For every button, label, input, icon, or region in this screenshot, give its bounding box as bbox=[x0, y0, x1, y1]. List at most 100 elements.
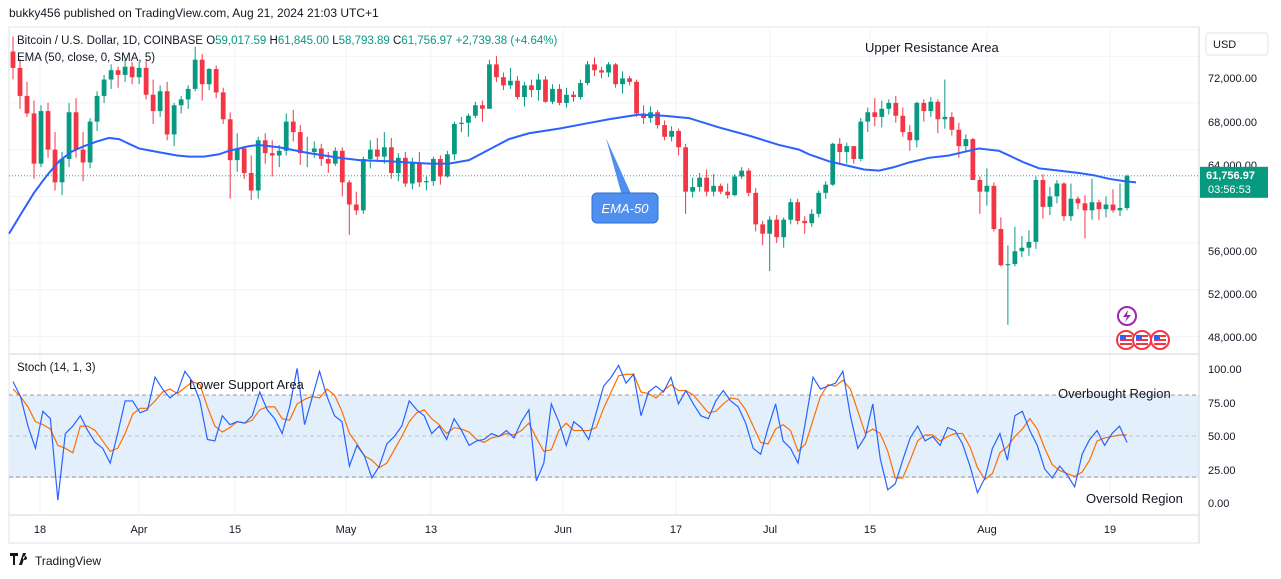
time-axis[interactable]: 18 Apr 15 May 13 Jun 17 Jul 15 Aug 19 bbox=[34, 524, 1116, 536]
candle-body bbox=[108, 70, 114, 80]
candle-body bbox=[101, 79, 107, 96]
candle-body bbox=[543, 79, 548, 102]
symbol-legend[interactable]: Bitcoin / U.S. Dollar, 1D, COINBASE O59,… bbox=[17, 35, 557, 47]
change-value: +2,739.38 (+4.64%) bbox=[455, 35, 558, 47]
candle-body bbox=[1068, 198, 1074, 217]
candle-body bbox=[276, 150, 282, 156]
candle-body bbox=[557, 88, 562, 103]
stoch-d-line bbox=[12, 373, 1127, 481]
candle-body bbox=[45, 111, 51, 150]
candle-body bbox=[459, 122, 464, 124]
ema50-line bbox=[8, 113, 1137, 235]
ema-callout-box bbox=[591, 192, 659, 224]
overbought-label: Overbought Region bbox=[1058, 386, 1171, 401]
candle-body bbox=[753, 192, 759, 225]
oversold-label: Oversold Region bbox=[1086, 491, 1183, 506]
price-axis[interactable]: USD 72,000.00 68,000.00 64,000.00 56,000… bbox=[1200, 32, 1269, 510]
candle-body bbox=[438, 158, 443, 177]
publisher-line: bukky456 published on TradingView.com, A… bbox=[9, 6, 379, 20]
candle-body bbox=[423, 181, 429, 183]
candle-body bbox=[963, 139, 969, 147]
price-tick: 72,000.00 bbox=[1208, 73, 1257, 85]
candle-body bbox=[150, 94, 156, 112]
stoch-tick: 50.00 bbox=[1208, 431, 1236, 443]
candle-body bbox=[697, 177, 702, 187]
stoch-tick: 75.00 bbox=[1208, 398, 1236, 410]
candle-body bbox=[1026, 241, 1032, 248]
candle-body bbox=[774, 219, 780, 238]
currency-box[interactable] bbox=[1205, 32, 1269, 56]
candle-body bbox=[66, 112, 72, 159]
time-tick: 18 bbox=[34, 524, 46, 536]
candle-body bbox=[732, 176, 738, 196]
candle-body bbox=[388, 147, 394, 173]
candle-body bbox=[1033, 179, 1039, 242]
candle-body bbox=[80, 149, 86, 163]
candle-body bbox=[10, 51, 16, 68]
price-tick: 52,000.00 bbox=[1208, 289, 1257, 301]
events[interactable] bbox=[1116, 306, 1170, 350]
candle-body bbox=[746, 170, 752, 193]
candle-body bbox=[73, 112, 79, 150]
candle-body bbox=[788, 202, 794, 220]
tradingview-brand: TradingView bbox=[35, 553, 102, 568]
candle-body bbox=[402, 157, 408, 184]
candle-body bbox=[248, 172, 254, 191]
candle-body bbox=[416, 162, 422, 183]
candle-body bbox=[886, 102, 892, 109]
price-tick: 68,000.00 bbox=[1208, 117, 1257, 129]
candle-body bbox=[907, 132, 913, 141]
stoch-tick: 25.00 bbox=[1208, 465, 1236, 477]
candle-body bbox=[844, 146, 850, 152]
candle-body bbox=[739, 170, 745, 177]
candle-body bbox=[578, 83, 583, 98]
candle-body bbox=[718, 185, 724, 192]
candle-body bbox=[690, 186, 695, 192]
candle-body bbox=[241, 148, 247, 173]
candle-body bbox=[1054, 183, 1060, 197]
stoch-k-line bbox=[12, 364, 1128, 501]
time-tick: 15 bbox=[229, 524, 241, 536]
candle-body bbox=[501, 77, 506, 86]
candle-body bbox=[409, 162, 415, 184]
candle-body bbox=[143, 67, 149, 95]
candle-body bbox=[129, 66, 135, 78]
grid bbox=[9, 27, 1199, 515]
candle-body bbox=[1047, 196, 1053, 207]
candle-body bbox=[115, 70, 121, 75]
candle-body bbox=[900, 115, 906, 133]
lightning-glyph-icon bbox=[1123, 310, 1131, 322]
us-flag-icon[interactable] bbox=[1150, 330, 1170, 350]
us-flag-icon[interactable] bbox=[1116, 330, 1136, 350]
candle-body bbox=[935, 101, 941, 120]
candle-body bbox=[1075, 198, 1081, 204]
time-tick: Apr bbox=[130, 524, 147, 536]
ema-legend[interactable]: EMA (50, close, 0, SMA, 5) bbox=[17, 52, 156, 64]
candle-body bbox=[662, 125, 667, 137]
time-tick: 13 bbox=[425, 524, 437, 536]
stoch-legend[interactable]: Stoch (14, 1, 3) bbox=[17, 362, 96, 374]
candle-body bbox=[430, 158, 436, 182]
time-tick: 15 bbox=[864, 524, 876, 536]
candle-body bbox=[564, 94, 569, 103]
candle-body bbox=[318, 148, 324, 159]
candle-body bbox=[213, 69, 219, 93]
us-flag-icon[interactable] bbox=[1132, 330, 1152, 350]
countdown-label: 03:56:53 bbox=[1208, 184, 1251, 196]
candle-body bbox=[585, 64, 590, 84]
candle-body bbox=[760, 224, 766, 234]
candle-body bbox=[522, 85, 527, 98]
high-label: H bbox=[269, 35, 278, 47]
candle-body bbox=[1005, 264, 1011, 266]
time-tick: Aug bbox=[977, 524, 997, 536]
candle-body bbox=[508, 80, 513, 86]
last-price-label: 61,756.97 bbox=[1206, 170, 1255, 182]
candle-body bbox=[1117, 208, 1123, 211]
time-tick: 17 bbox=[670, 524, 682, 536]
tradingview-footer[interactable]: TradingView bbox=[10, 553, 101, 568]
candle-body bbox=[234, 148, 240, 161]
candle-body bbox=[220, 92, 226, 120]
candle-body bbox=[711, 185, 717, 192]
candle-body bbox=[445, 154, 450, 177]
